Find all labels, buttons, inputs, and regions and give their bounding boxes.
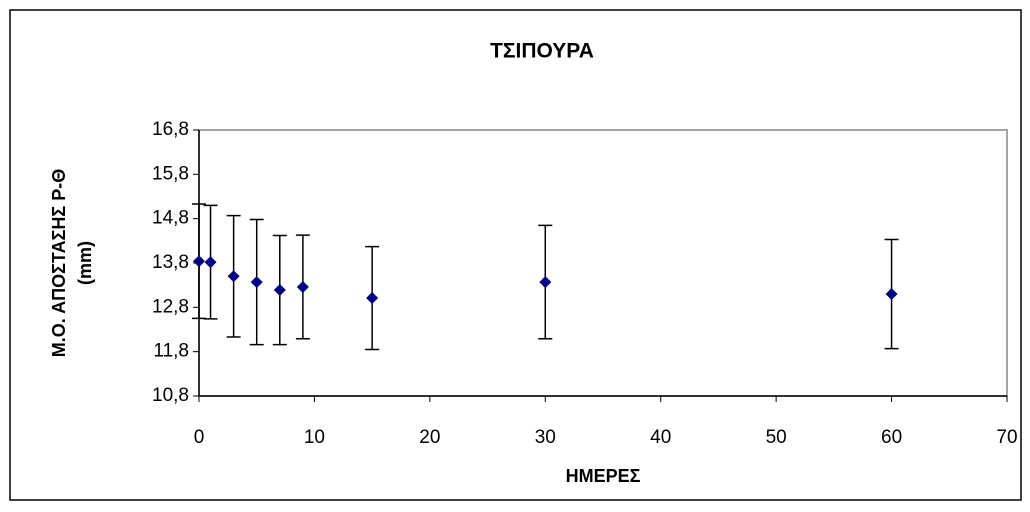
- x-axis-label: ΗΜΕΡΕΣ: [566, 466, 641, 486]
- point: [366, 292, 379, 305]
- point: [273, 284, 286, 297]
- x-tick-label: 70: [996, 427, 1017, 448]
- x-tick-label: 10: [304, 427, 325, 448]
- y-tick-label: 15,8: [152, 163, 189, 184]
- y-axis-label-line: (mm): [75, 241, 95, 285]
- point: [885, 288, 898, 301]
- point: [296, 280, 309, 293]
- y-tick-label: 14,8: [152, 208, 189, 229]
- chart-title: ΤΣΙΠΟΥΡΑ: [490, 40, 594, 63]
- point: [193, 255, 205, 268]
- y-tick-label: 13,8: [152, 252, 189, 273]
- point: [227, 270, 240, 283]
- x-tick-label: 40: [650, 427, 671, 448]
- y-tick-label: 11,8: [153, 341, 189, 362]
- point: [539, 276, 552, 289]
- plot-area: [198, 129, 1008, 397]
- y-tick-label: 16,8: [152, 119, 189, 140]
- y-tick-label: 12,8: [152, 296, 189, 317]
- x-tick-label: 20: [419, 427, 440, 448]
- y-axis-label-line: Μ.Ο. ΑΠΟΣΤΑΣΗΣ Ρ-Θ: [49, 169, 69, 357]
- x-tick-label: 60: [881, 427, 902, 448]
- point: [250, 276, 263, 289]
- point: [204, 256, 217, 269]
- x-tick-label: 30: [535, 427, 556, 448]
- y-tick-label: 10,8: [152, 385, 189, 406]
- x-tick-label: 0: [194, 427, 205, 448]
- x-tick-label: 50: [766, 427, 787, 448]
- y-axis-label: Μ.Ο. ΑΠΟΣΤΑΣΗΣ Ρ-Θ (mm): [49, 169, 95, 357]
